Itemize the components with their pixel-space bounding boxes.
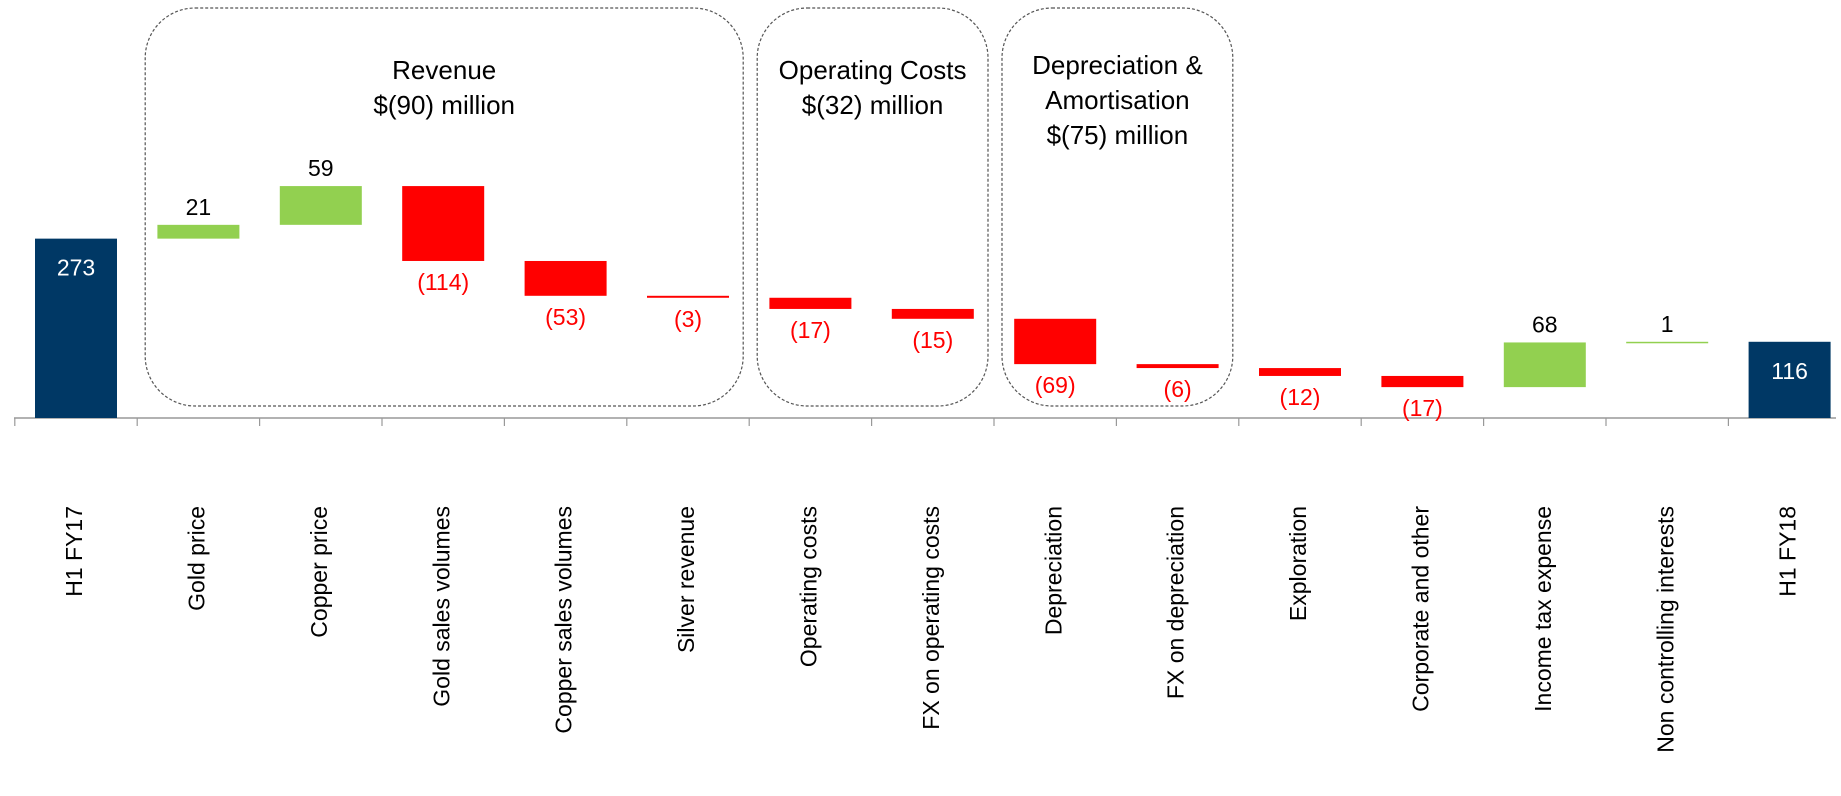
x-tick-label: Copper price: [306, 506, 332, 638]
group-box: [756, 7, 989, 407]
bar: [35, 238, 117, 418]
group-label: $(32) million: [802, 90, 944, 120]
value-label: (17): [1402, 395, 1443, 421]
bar: [1503, 342, 1586, 388]
x-tick-label: H1 FY18: [1775, 506, 1801, 597]
value-label: (17): [790, 317, 831, 343]
value-label: 273: [57, 255, 95, 281]
group-label: $(75) million: [1047, 120, 1189, 150]
value-label: (15): [912, 327, 953, 353]
x-tick-label: Silver revenue: [673, 506, 699, 653]
bar: [1014, 318, 1097, 365]
x-tick-label: H1 FY17: [61, 506, 87, 597]
group-label: Operating Costs: [779, 55, 967, 85]
x-tick-label: Income tax expense: [1530, 506, 1556, 712]
group-label: Depreciation &: [1032, 50, 1203, 80]
group-label: $(90) million: [373, 90, 515, 120]
value-label: (114): [417, 269, 469, 295]
value-label: 1: [1661, 311, 1674, 337]
bar: [1381, 375, 1464, 388]
x-tick-label: Gold price: [183, 506, 209, 611]
value-label: (12): [1280, 384, 1321, 410]
bar: [1626, 341, 1709, 344]
group-label: Revenue: [392, 55, 496, 85]
bar: [402, 186, 485, 261]
value-label: (53): [545, 304, 586, 330]
x-tick-label: Exploration: [1285, 506, 1311, 621]
bar: [1748, 341, 1831, 418]
value-label: 68: [1532, 312, 1558, 338]
bar: [524, 260, 607, 296]
value-label: (6): [1164, 376, 1192, 402]
x-tick-label: Corporate and other: [1407, 506, 1433, 712]
x-tick-label: Non controlling interests: [1652, 506, 1678, 753]
bar: [157, 224, 240, 239]
bar: [647, 295, 729, 298]
x-tick-label: Copper sales volumes: [551, 506, 577, 734]
x-tick-label: Gold sales volumes: [428, 506, 454, 707]
value-label: 116: [1771, 358, 1808, 384]
x-tick-label: FX on depreciation: [1163, 506, 1189, 699]
bar: [1259, 368, 1341, 376]
group-box: [1001, 7, 1234, 407]
x-tick-label: Depreciation: [1040, 506, 1066, 635]
bar: [891, 308, 974, 319]
group-label: Amortisation: [1045, 85, 1190, 115]
value-label: 21: [186, 194, 212, 220]
value-label: 59: [308, 155, 334, 181]
value-label: (69): [1035, 372, 1076, 398]
group-box: [144, 7, 744, 407]
x-tick-label: FX on operating costs: [918, 506, 944, 730]
bar: [279, 186, 362, 225]
value-label: (3): [674, 306, 702, 332]
bar: [1136, 364, 1219, 369]
x-tick-label: Operating costs: [795, 506, 821, 667]
bar: [769, 297, 852, 309]
